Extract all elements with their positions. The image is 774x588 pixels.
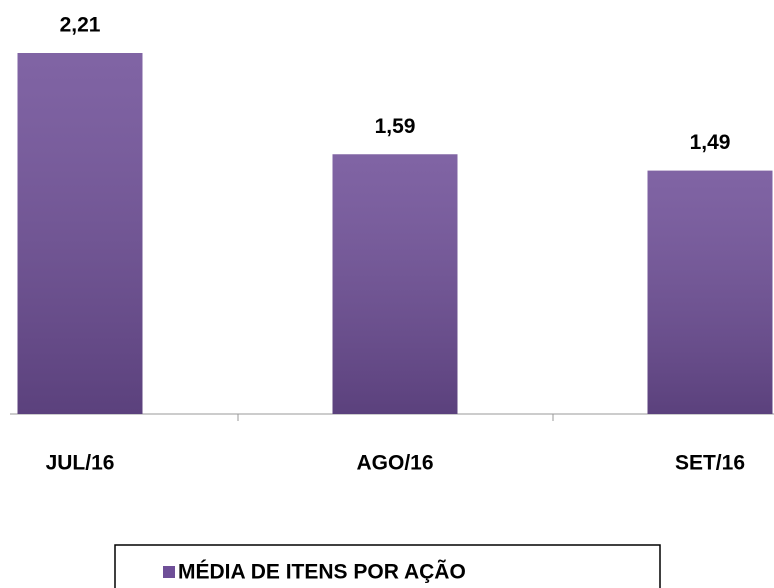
x-tick-label: AGO/16 [356, 452, 433, 475]
data-label: 2,21 [60, 14, 101, 37]
x-tick-label: JUL/16 [46, 452, 115, 475]
legend-marker [163, 566, 175, 578]
data-label: 1,59 [375, 115, 416, 138]
bar-shade [647, 170, 773, 414]
data-label: 1,49 [690, 131, 731, 154]
legend-label: MÉDIA DE ITENS POR AÇÃO [178, 561, 466, 584]
legend-box [114, 544, 661, 588]
bar-shade [332, 154, 458, 415]
x-tick-label: SET/16 [675, 452, 745, 475]
bar-shade [17, 53, 143, 414]
